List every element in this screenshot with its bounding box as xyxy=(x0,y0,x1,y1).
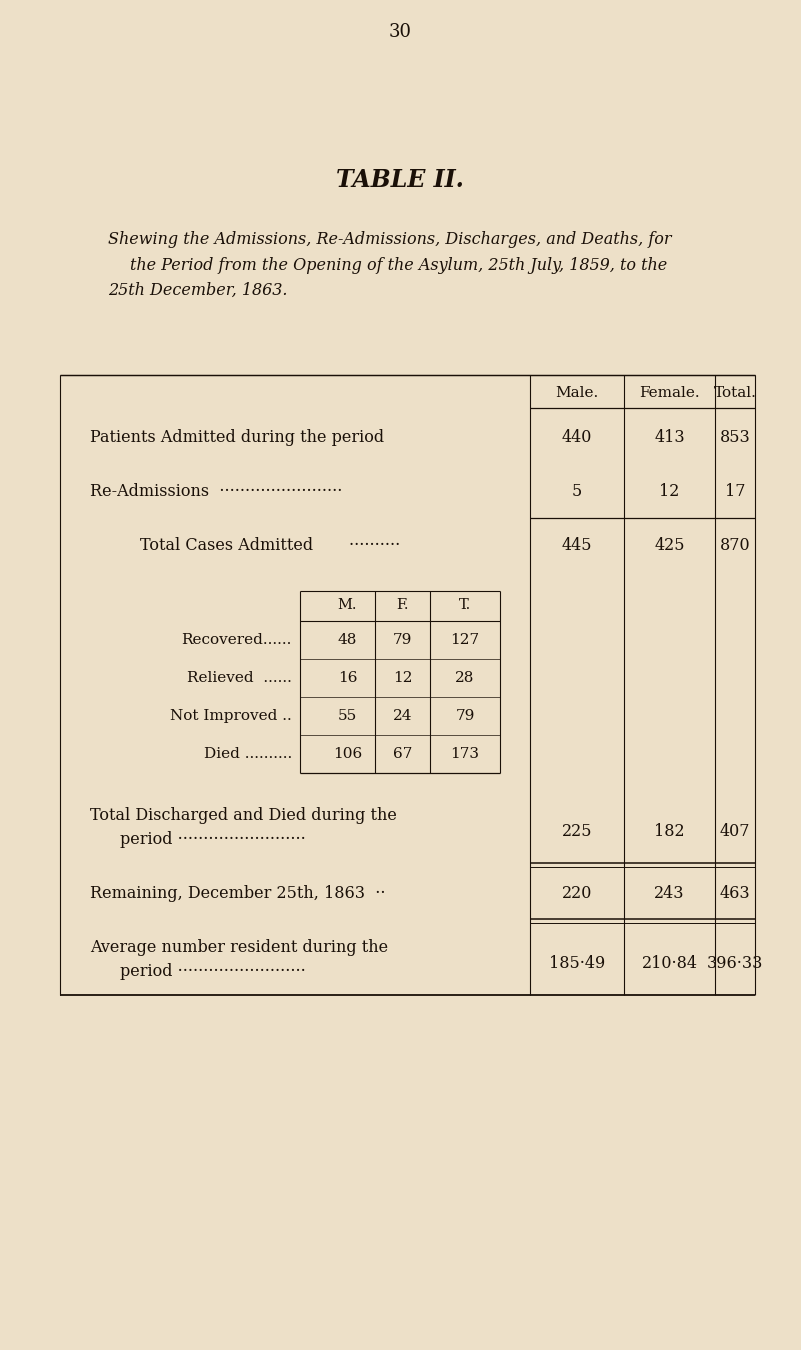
Text: 185·49: 185·49 xyxy=(549,956,605,972)
Text: 16: 16 xyxy=(338,671,357,684)
Text: 243: 243 xyxy=(654,884,685,902)
Text: 55: 55 xyxy=(338,709,357,724)
Text: Average number resident during the: Average number resident during the xyxy=(90,938,388,956)
Text: Shewing the Admissions, Re-Admissions, Discharges, and Deaths, for: Shewing the Admissions, Re-Admissions, D… xyxy=(108,231,671,248)
Text: 396·33: 396·33 xyxy=(706,956,763,972)
Text: 24: 24 xyxy=(392,709,413,724)
Text: T.: T. xyxy=(459,598,471,612)
Text: 182: 182 xyxy=(654,824,685,841)
Text: 12: 12 xyxy=(392,671,413,684)
Text: Patients Admitted during the period: Patients Admitted during the period xyxy=(90,428,384,446)
Text: Total.: Total. xyxy=(714,386,756,400)
Text: 407: 407 xyxy=(720,824,751,841)
Text: 25th December, 1863.: 25th December, 1863. xyxy=(108,282,288,298)
Text: 67: 67 xyxy=(392,747,413,761)
Text: 28: 28 xyxy=(455,671,475,684)
Text: Remaining, December 25th, 1863  ··: Remaining, December 25th, 1863 ·· xyxy=(90,884,385,902)
Text: 48: 48 xyxy=(338,633,357,647)
Text: Female.: Female. xyxy=(639,386,700,400)
Text: 127: 127 xyxy=(450,633,480,647)
Text: 413: 413 xyxy=(654,428,685,446)
Text: 425: 425 xyxy=(654,537,685,554)
Text: period ·························: period ························· xyxy=(120,830,306,848)
Text: 79: 79 xyxy=(392,633,413,647)
Text: 12: 12 xyxy=(659,483,680,501)
Text: 463: 463 xyxy=(719,884,751,902)
Text: 5: 5 xyxy=(572,483,582,501)
Text: 225: 225 xyxy=(562,824,592,841)
Text: Recovered......: Recovered...... xyxy=(182,633,292,647)
Text: 106: 106 xyxy=(333,747,362,761)
Text: Male.: Male. xyxy=(555,386,598,400)
Text: Not Improved ..: Not Improved .. xyxy=(171,709,292,724)
Text: Relieved  ......: Relieved ...... xyxy=(187,671,292,684)
Text: 17: 17 xyxy=(725,483,745,501)
Text: TABLE II.: TABLE II. xyxy=(336,167,464,192)
Text: 220: 220 xyxy=(562,884,592,902)
Text: 440: 440 xyxy=(562,428,592,446)
Text: 30: 30 xyxy=(388,23,412,40)
Text: the Period from the Opening of the Asylum, 25th July, 1859, to the: the Period from the Opening of the Asylu… xyxy=(130,256,667,274)
Text: 870: 870 xyxy=(719,537,751,554)
Text: Total Discharged and Died during the: Total Discharged and Died during the xyxy=(90,806,396,824)
Text: 79: 79 xyxy=(455,709,475,724)
Text: 173: 173 xyxy=(450,747,480,761)
Text: M.: M. xyxy=(338,598,357,612)
Text: 853: 853 xyxy=(719,428,751,446)
Text: 445: 445 xyxy=(562,537,592,554)
Text: period ·························: period ························· xyxy=(120,963,306,980)
Text: Re-Admissions  ························: Re-Admissions ························ xyxy=(90,483,342,501)
Text: F.: F. xyxy=(396,598,409,612)
Text: 210·84: 210·84 xyxy=(642,956,698,972)
Text: Died ..........: Died .......... xyxy=(203,747,292,761)
Text: Total Cases Admitted       ··········: Total Cases Admitted ·········· xyxy=(140,537,400,554)
